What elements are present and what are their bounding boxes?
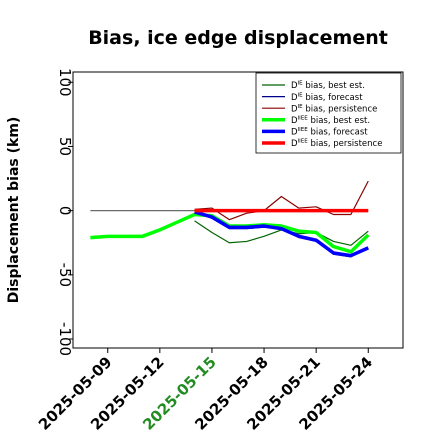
legend-label-2: DIE bias, forecast: [291, 92, 363, 103]
chart-title: Bias, ice edge displacement: [88, 27, 388, 49]
y-tick-label: -50: [56, 263, 74, 288]
y-tick-label: -100: [56, 322, 74, 356]
legend-label-1: DIE bias, best est.: [291, 81, 365, 92]
y-tick-label: 50: [56, 137, 74, 156]
y-tick-label: 100: [56, 68, 74, 97]
y-axis-label: Displacement bias (km): [6, 117, 22, 304]
plot-frame: [72, 71, 404, 349]
y-tick-label: 0: [56, 206, 74, 216]
legend-label-4: DIIEE bias, best est.: [291, 116, 370, 127]
legend-label-6: DIIEE bias, persistence: [291, 139, 382, 150]
plot-area: 100500-50-1002025-05-092025-05-122025-05…: [35, 68, 404, 434]
series-line-3: [194, 180, 369, 221]
legend-label-3: DIE bias, persistence: [291, 104, 377, 115]
legend-box: [255, 72, 402, 154]
legend-label-5: DIIEE bias, forecast: [291, 127, 368, 138]
series-line-5: [194, 210, 369, 258]
